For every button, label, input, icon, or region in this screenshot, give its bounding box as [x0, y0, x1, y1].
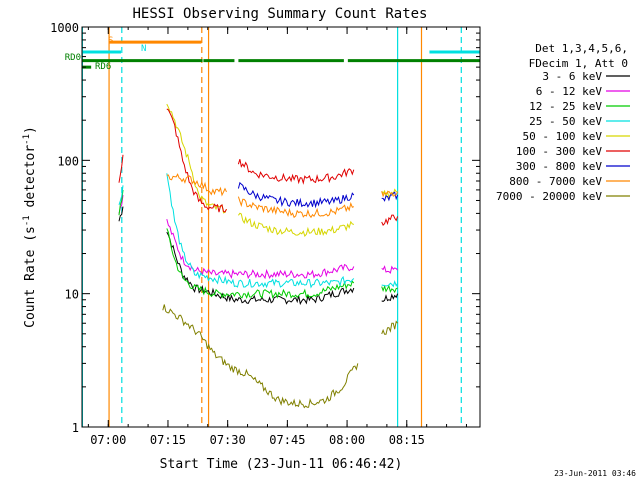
series-line-3	[381, 280, 399, 288]
legend-label: 800 - 7000 keV	[509, 175, 602, 188]
flag-label-rd6: RD6	[95, 62, 111, 72]
x-tick-label: 08:15	[389, 433, 425, 447]
series-line-4	[166, 103, 227, 214]
y-axis-label-sup1: -1	[22, 215, 32, 226]
series-line-3	[166, 173, 355, 289]
y-axis-label-mid: detector	[23, 145, 38, 216]
x-tick-label: 07:15	[150, 433, 186, 447]
y-tick-label: 10	[65, 288, 79, 302]
series-0	[118, 206, 399, 306]
legend: Det 1,3,4,5,6, FDecim 1, Att 03 - 6 keV 6 …	[496, 42, 630, 203]
legend-label: 7000 - 20000 keV	[496, 190, 602, 203]
series-line-5	[166, 108, 227, 213]
flag-label-n: N	[141, 44, 146, 54]
legend-label: 25 - 50 keV	[529, 115, 602, 128]
y-axis: 1 10 100 1000	[50, 21, 480, 435]
legend-label: 12 - 25 keV	[529, 100, 602, 113]
x-axis-label: Start Time (23-Jun-11 06:46:42)	[160, 457, 403, 472]
series-line-7	[381, 190, 399, 198]
x-tick-label: 07:30	[210, 433, 246, 447]
series-line-4	[237, 212, 354, 237]
plot-frame	[81, 26, 481, 428]
y-tick-label: 100	[57, 154, 79, 168]
series-line-2	[166, 228, 355, 300]
series-line-5	[237, 159, 355, 185]
series-line-0	[118, 206, 124, 222]
flag-label-rd0: RD0	[65, 53, 81, 63]
series-3	[118, 173, 399, 289]
legend-header-line: FDecim 1, Att 0	[529, 57, 628, 70]
y-axis-label-sup2: -1	[22, 134, 32, 145]
footer-timestamp: 23-Jun-2011 03:46	[554, 469, 636, 478]
series-line-8	[381, 320, 398, 335]
legend-label: 300 - 800 keV	[516, 160, 602, 173]
flag-label-s: S	[108, 36, 113, 46]
series-line-0	[166, 231, 355, 306]
legend-label: 6 - 12 keV	[536, 85, 603, 98]
legend-label: 3 - 6 keV	[542, 70, 602, 83]
y-tick-label: 1	[72, 421, 79, 435]
series-line-1	[166, 218, 355, 280]
series-line-7	[166, 173, 227, 197]
series-8	[162, 304, 398, 409]
y-tick-label: 1000	[50, 21, 79, 35]
series-6	[237, 181, 399, 209]
series-line-0	[381, 293, 399, 302]
series-line-6	[381, 191, 399, 202]
y-axis-label: Count Rate (s-1 detector-1)	[22, 126, 38, 328]
plot-area: S N RD0 RD6	[65, 27, 480, 427]
series-7	[166, 173, 399, 219]
series-line-5	[381, 214, 399, 226]
legend-header-line: Det 1,3,4,5,6,	[535, 42, 628, 55]
x-tick-label: 07:00	[90, 433, 126, 447]
series-5	[118, 108, 399, 226]
legend-label: 100 - 300 keV	[516, 145, 602, 158]
series-2	[118, 189, 398, 300]
y-axis-label-main: Count Rate (s	[23, 226, 38, 328]
series-line-5	[118, 154, 124, 183]
y-axis-label-end: )	[23, 126, 38, 134]
x-tick-label: 07:45	[269, 433, 305, 447]
x-axis: 07:00 07:15 07:30 07:45 08:00 08:15	[87, 27, 467, 447]
series-line-6	[237, 181, 355, 209]
series-line-2	[118, 189, 124, 216]
series-line-2	[381, 284, 398, 294]
x-tick-label: 08:00	[329, 433, 365, 447]
series-line-8	[162, 304, 359, 409]
legend-label: 50 - 100 keV	[523, 130, 603, 143]
series-line-1	[381, 265, 398, 274]
series-line-7	[237, 196, 354, 219]
series-line-3	[118, 185, 124, 205]
chart-title: HESSI Observing Summary Count Rates	[132, 6, 427, 22]
